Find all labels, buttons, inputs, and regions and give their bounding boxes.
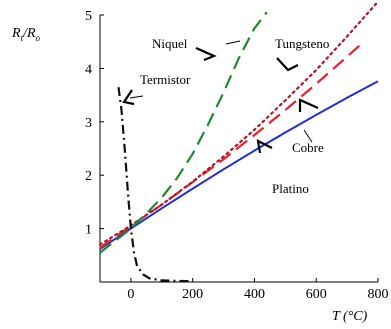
x-tick-label: 600 bbox=[306, 287, 327, 302]
x-tick-label: 800 bbox=[368, 287, 389, 302]
annotation-leader bbox=[129, 95, 144, 99]
y-tick-label: 3 bbox=[85, 116, 92, 131]
annotation-label: Tungsteno bbox=[275, 36, 329, 51]
y-axis-title: Rt/Ro bbox=[11, 26, 41, 43]
x-tick-label: 400 bbox=[244, 287, 265, 302]
annotation-pointer bbox=[195, 46, 217, 62]
y-tick-label: 4 bbox=[85, 62, 92, 77]
annotation-label: Platino bbox=[272, 181, 309, 196]
series-layer bbox=[98, 0, 380, 283]
annotation-pointer bbox=[256, 139, 273, 154]
series-line-nquel bbox=[99, 11, 268, 254]
annotation-pointer bbox=[298, 98, 319, 112]
annotation-label: Cobre bbox=[292, 140, 324, 155]
x-tick-label: 0 bbox=[127, 287, 134, 302]
x-tick-label: 200 bbox=[182, 287, 203, 302]
annotation-layer: Niquel Tungsteno Termistor Cobre Platino bbox=[122, 36, 329, 196]
series-line-termistor bbox=[117, 86, 193, 283]
axes: 0 200 400 600 800 1 2 3 4 5 Rt/Ro T (°C) bbox=[11, 9, 389, 324]
annotation-label: Termistor bbox=[140, 72, 191, 87]
y-tick-label: 5 bbox=[85, 9, 92, 24]
y-tick-label: 2 bbox=[85, 169, 92, 184]
series-line-platino bbox=[99, 80, 379, 250]
series-line-cobre bbox=[99, 41, 364, 249]
series-line-tungsteno bbox=[98, 0, 380, 246]
annotation-pointer bbox=[276, 57, 299, 72]
x-axis-title: T (°C) bbox=[332, 309, 368, 324]
y-tick-label: 1 bbox=[85, 223, 92, 238]
annotation-label: Niquel bbox=[152, 36, 188, 51]
annotation-leader bbox=[225, 40, 241, 45]
annotation-pointer bbox=[122, 89, 135, 106]
annotation-leader bbox=[303, 129, 313, 143]
